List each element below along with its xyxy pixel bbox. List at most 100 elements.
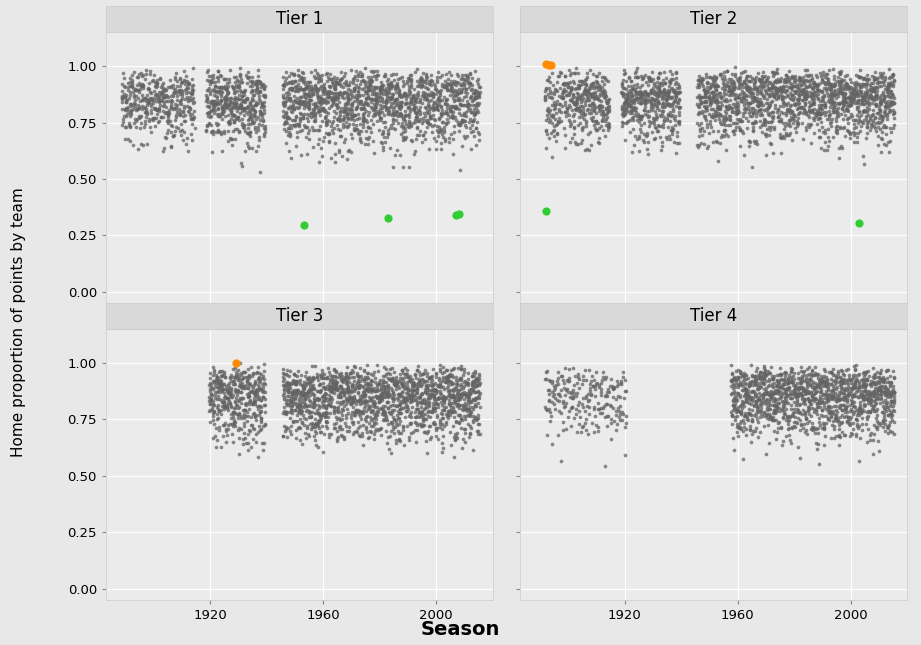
Point xyxy=(698,103,713,113)
Point xyxy=(667,86,682,97)
Point xyxy=(244,87,259,97)
Point xyxy=(318,411,332,421)
Point xyxy=(705,104,720,115)
Point xyxy=(207,387,222,397)
Point xyxy=(659,88,673,98)
Point xyxy=(424,432,438,442)
Point xyxy=(659,89,673,99)
Point xyxy=(437,125,451,135)
Point xyxy=(446,386,460,396)
Point xyxy=(277,124,292,134)
Point xyxy=(857,399,872,410)
Point xyxy=(737,88,752,98)
Point xyxy=(449,80,463,90)
Point xyxy=(558,362,573,373)
Point xyxy=(790,404,805,414)
Point xyxy=(371,424,386,434)
Point xyxy=(159,128,174,138)
Point xyxy=(765,374,780,384)
Point xyxy=(403,74,418,84)
Point xyxy=(617,110,632,121)
Point xyxy=(458,404,472,415)
Point xyxy=(431,393,446,403)
Point xyxy=(659,73,673,83)
Point xyxy=(242,127,257,137)
Point xyxy=(342,426,356,436)
Point xyxy=(661,131,676,141)
Point xyxy=(298,101,313,111)
Point xyxy=(880,388,895,398)
Point xyxy=(825,381,840,391)
Point xyxy=(217,97,232,107)
Point xyxy=(810,401,825,412)
Point xyxy=(200,97,215,108)
Point xyxy=(122,86,137,97)
Point xyxy=(787,110,801,120)
Point xyxy=(234,368,249,379)
Point xyxy=(636,93,651,103)
Point xyxy=(884,388,899,399)
Point xyxy=(712,103,727,113)
Point xyxy=(635,110,649,121)
Point xyxy=(769,77,784,87)
Point xyxy=(740,373,755,383)
Point xyxy=(820,69,834,79)
Point xyxy=(336,373,351,384)
Point xyxy=(808,393,822,404)
Point xyxy=(737,378,752,388)
Point xyxy=(369,91,384,101)
Point xyxy=(282,407,297,417)
Point xyxy=(392,376,407,386)
Point xyxy=(307,382,321,393)
Point xyxy=(231,387,246,397)
Point xyxy=(233,71,248,81)
Point xyxy=(393,403,408,413)
Point xyxy=(155,88,169,98)
Point xyxy=(784,73,799,83)
Point xyxy=(292,121,307,131)
Point xyxy=(670,130,684,141)
Point xyxy=(219,99,234,109)
Point xyxy=(548,103,563,113)
Point xyxy=(215,146,229,157)
Point xyxy=(597,92,612,102)
Point xyxy=(242,397,257,408)
Point xyxy=(880,392,894,402)
Point xyxy=(790,81,805,92)
Point xyxy=(220,430,235,441)
Point xyxy=(308,73,322,83)
Point xyxy=(119,104,134,114)
Point xyxy=(700,119,715,130)
Point xyxy=(787,383,802,393)
Point xyxy=(753,406,768,416)
Point xyxy=(339,362,354,372)
Point xyxy=(450,363,465,373)
Point xyxy=(554,68,568,79)
Point xyxy=(334,404,349,415)
Point xyxy=(247,390,262,400)
Point xyxy=(455,442,470,453)
Point xyxy=(373,390,388,400)
Point xyxy=(779,395,794,405)
Point xyxy=(290,79,305,89)
Point xyxy=(567,136,582,146)
Point xyxy=(391,376,405,386)
Point xyxy=(448,435,462,445)
Point xyxy=(726,126,740,136)
Point xyxy=(750,378,764,388)
Point xyxy=(332,372,347,382)
Point xyxy=(209,374,224,384)
Point xyxy=(609,410,624,421)
Point xyxy=(336,111,351,121)
Point xyxy=(364,66,379,76)
Point xyxy=(759,395,774,406)
Point xyxy=(619,118,634,128)
Point xyxy=(390,110,404,120)
Point xyxy=(852,406,867,417)
Point xyxy=(470,373,484,384)
Point xyxy=(353,394,367,404)
Point xyxy=(845,390,860,401)
Point xyxy=(761,375,775,386)
Point xyxy=(258,419,273,430)
Point xyxy=(826,382,841,393)
